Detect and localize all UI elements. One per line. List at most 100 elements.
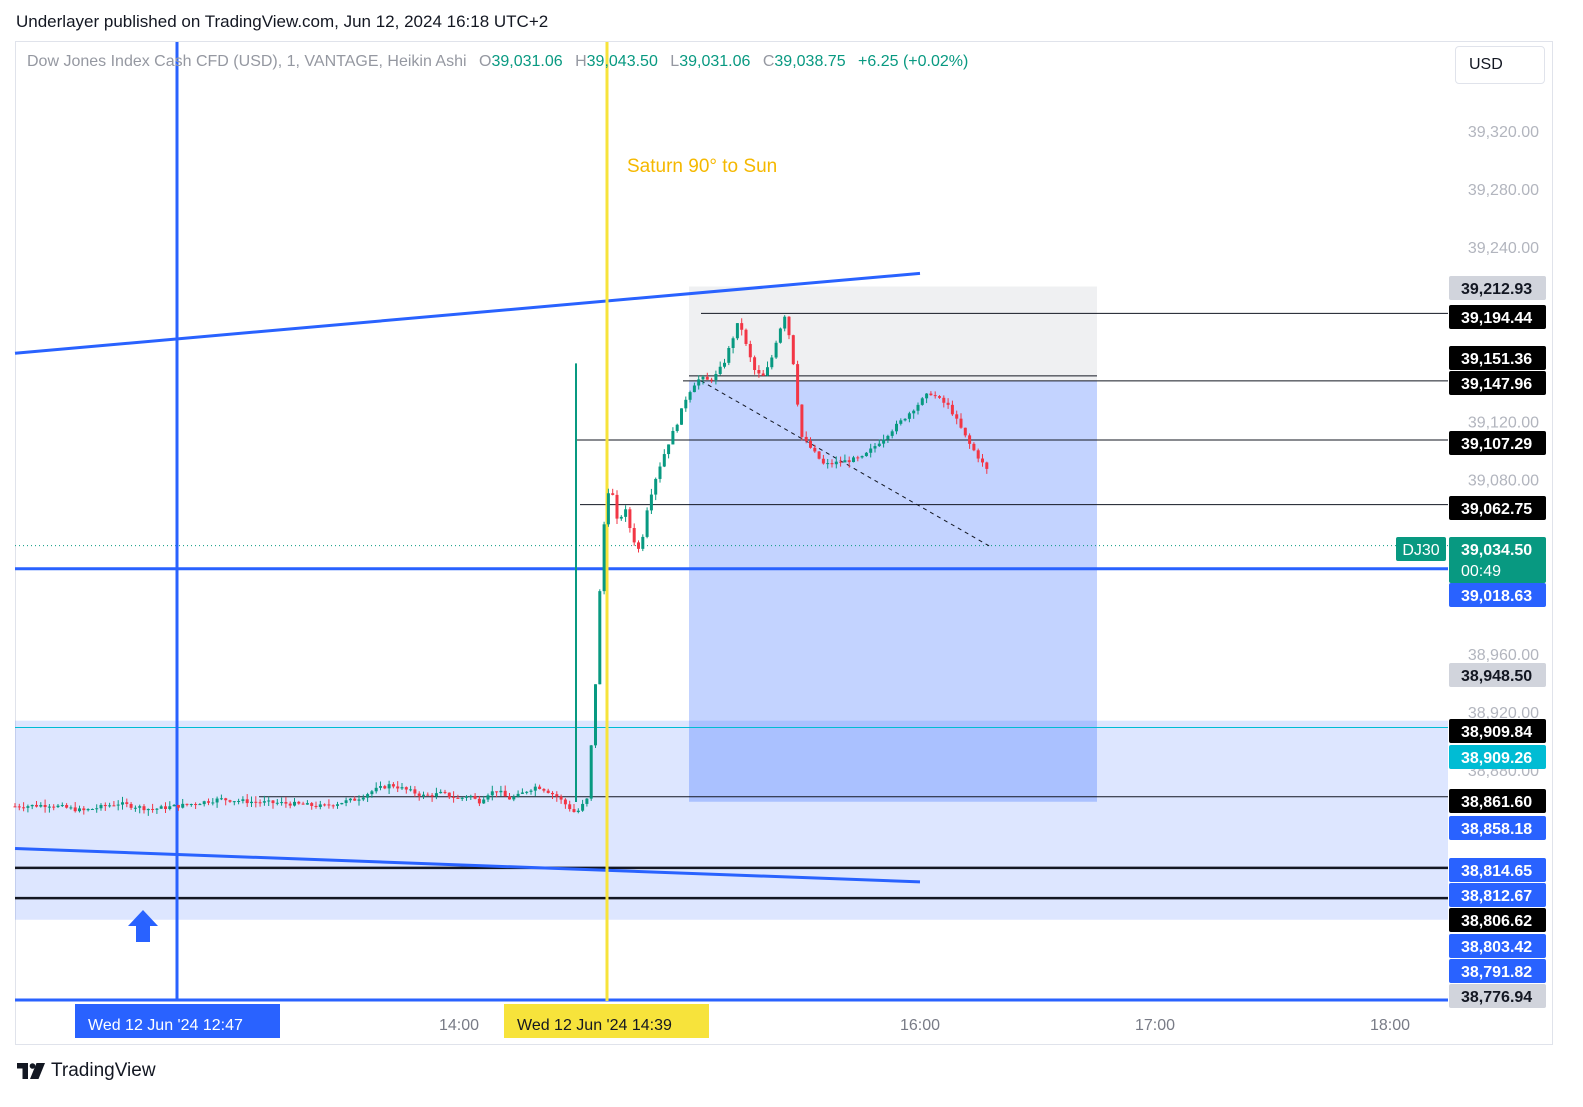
candle-body-68: [305, 803, 309, 805]
trendline-1: [14, 846, 921, 884]
candle-body-51: [232, 801, 236, 803]
legend-o-value: 39,031.06: [491, 53, 563, 70]
candle-body-24: [116, 804, 120, 806]
price-label-bg-16: [1449, 934, 1546, 958]
candle-body-134: [589, 745, 593, 799]
candle-body-41: [189, 804, 193, 806]
candles-layer: [13, 315, 989, 816]
candle-body-187: [817, 451, 821, 459]
candle-body-94: [417, 793, 421, 796]
saturn-annotation[interactable]: Saturn 90° to Sun: [627, 156, 777, 177]
zones-layer: [15, 286, 1448, 920]
candle-body-224: [976, 450, 980, 459]
candle-body-15: [78, 808, 81, 812]
price-label-10: 38,909.26: [1461, 750, 1532, 767]
candle-body-27: [129, 803, 133, 808]
candle-body-223: [972, 443, 976, 451]
candle-body-170: [744, 329, 748, 344]
price-label-8: 38,948.50: [1461, 668, 1532, 685]
price-label-bg-11: [1449, 789, 1546, 813]
up-arrow-icon: [128, 910, 158, 942]
candle-body-183: [800, 404, 804, 437]
candle-body-55: [250, 801, 253, 804]
price-label-bg-4: [1449, 431, 1546, 455]
candle-body-142: [624, 509, 628, 517]
candle-body-95: [422, 794, 425, 796]
price-label-15: 38,806.62: [1461, 913, 1532, 930]
candle-body-145: [637, 542, 640, 549]
ohlc-legend: Dow Jones Index Cash CFD (USD), 1, VANTA…: [27, 53, 968, 71]
candle-body-125: [551, 792, 554, 795]
candle-body-158: [692, 385, 696, 393]
candle-body-191: [834, 461, 838, 465]
candle-body-13: [69, 807, 73, 809]
price-label-2: 39,151.36: [1461, 351, 1532, 368]
legend-h-label: H: [575, 53, 587, 70]
candle-body-210: [916, 404, 920, 411]
candle-body-14: [73, 807, 77, 812]
candle-body-45: [207, 801, 210, 803]
footer-brand[interactable]: TradingView: [17, 1060, 156, 1082]
time-marker-bg-0: [75, 1004, 280, 1038]
candle-body-180: [787, 316, 791, 336]
candle-body-88: [391, 784, 395, 787]
candle-body-3: [26, 806, 30, 808]
candle-body-178: [778, 328, 782, 343]
candle-body-108: [477, 798, 481, 804]
price-label-13: 38,814.65: [1461, 863, 1532, 880]
candle-body-48: [219, 798, 223, 800]
candle-body-122: [538, 786, 542, 789]
candle-body-118: [520, 792, 524, 794]
price-label-1: 39,194.44: [1461, 310, 1532, 327]
candle-body-143: [628, 509, 632, 529]
candle-body-25: [121, 802, 124, 805]
time-marker-0: Wed 12 Jun '24 12:47: [88, 1017, 243, 1034]
candle-body-101: [447, 792, 451, 797]
candle-body-177: [774, 342, 778, 358]
candle-body-176: [770, 357, 774, 368]
candle-body-102: [452, 796, 456, 798]
candle-body-147: [645, 510, 649, 537]
candle-body-136: [598, 591, 602, 685]
candle-body-128: [563, 799, 567, 805]
candle-body-71: [318, 804, 322, 807]
candle-body-70: [314, 805, 318, 807]
candle-body-84: [374, 787, 378, 792]
candle-body-186: [813, 447, 817, 452]
candle-body-52: [237, 800, 241, 802]
candle-body-111: [490, 791, 494, 796]
candle-body-90: [400, 787, 404, 789]
price-label-bg-15: [1449, 908, 1546, 932]
candle-body-56: [254, 801, 258, 803]
price-label-4: 39,107.29: [1461, 436, 1532, 453]
candle-body-119: [525, 791, 529, 793]
candle-body-151: [662, 454, 666, 467]
candle-body-150: [658, 466, 662, 479]
candle-body-61: [275, 802, 279, 804]
candle-body-167: [731, 338, 735, 349]
candle-body-37: [172, 804, 176, 807]
candle-body-96: [426, 794, 430, 796]
candle-body-163: [714, 374, 718, 380]
price-label-bg-0: [1449, 276, 1546, 300]
candle-body-120: [529, 790, 533, 792]
candle-body-107: [473, 795, 477, 799]
candle-body-193: [843, 460, 847, 463]
candle-body-112: [495, 791, 499, 793]
candle-body-81: [361, 797, 365, 800]
candle-body-194: [847, 460, 851, 463]
candle-body-6: [39, 805, 43, 807]
candle-body-59: [267, 800, 271, 802]
price-label-bg-3: [1449, 371, 1546, 395]
candle-body-168: [735, 323, 739, 339]
candle-body-20: [99, 804, 103, 809]
candle-body-226: [985, 462, 989, 469]
price-label-0: 39,212.93: [1461, 281, 1532, 298]
currency-button[interactable]: USD: [1455, 46, 1545, 84]
candle-body-53: [241, 799, 245, 801]
candle-body-18: [90, 809, 94, 811]
candle-body-26: [125, 802, 129, 804]
price-label-bg-10: [1449, 745, 1546, 769]
zone-1: [689, 380, 1097, 802]
